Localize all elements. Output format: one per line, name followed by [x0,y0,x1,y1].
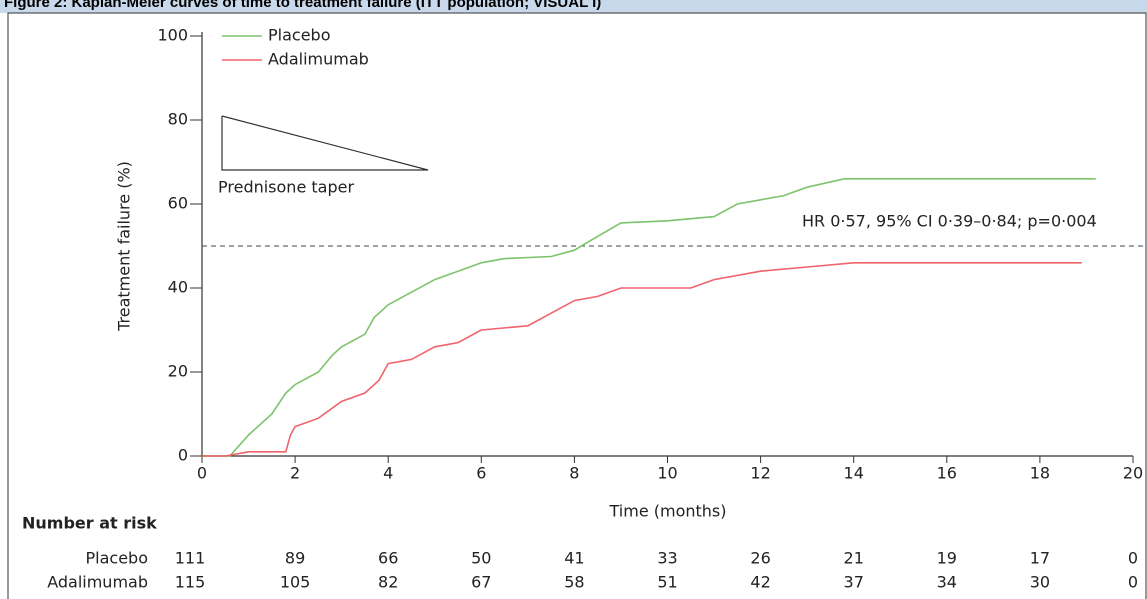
x-tick-label: 0 [197,464,207,483]
risk-value: 50 [471,549,491,568]
legend-label: Adalimumab [268,50,369,69]
x-tick-label: 10 [657,464,677,483]
risk-value: 89 [285,549,305,568]
x-tick-label: 16 [937,464,957,483]
y-axis-label: Treatment failure (%) [115,161,134,332]
risk-value: 19 [937,549,957,568]
x-tick-label: 12 [750,464,770,483]
x-tick-label: 6 [476,464,486,483]
survival-curve [202,178,1096,457]
risk-value: 66 [378,549,398,568]
risk-value: 30 [1030,573,1050,592]
x-tick-label: 8 [569,464,579,483]
y-tick-label: 60 [168,194,188,213]
x-tick-label: 14 [844,464,864,483]
taper-triangle [221,115,429,171]
annotation: HR 0·57, 95% CI 0·39–0·84; p=0·004 [802,212,1097,231]
y-tick-label: 100 [157,26,188,45]
risk-value: 115 [175,573,206,592]
figure-header: Figure 2: Kaplan-Meier curves of time to… [0,0,1147,13]
risk-row-name: Placebo [86,549,148,568]
risk-value: 105 [280,573,311,592]
risk-value: 37 [844,573,864,592]
risk-title: Number at risk [22,514,157,533]
taper-label: Prednisone taper [218,178,354,197]
risk-value: 33 [657,549,677,568]
x-tick-label: 18 [1030,464,1050,483]
risk-value: 111 [175,549,206,568]
risk-value: 21 [844,549,864,568]
frame [7,12,1147,599]
risk-value: 41 [564,549,584,568]
risk-value: 82 [378,573,398,592]
risk-value: 58 [564,573,584,592]
risk-value: 0 [1128,549,1138,568]
y-tick-label: 80 [168,110,188,129]
risk-row-name: Adalimumab [47,573,148,592]
risk-value: 26 [750,549,770,568]
risk-value: 0 [1128,573,1138,592]
risk-value: 67 [471,573,491,592]
risk-value: 42 [750,573,770,592]
risk-value: 34 [937,573,957,592]
risk-value: 17 [1030,549,1050,568]
y-tick-label: 20 [168,362,188,381]
y-tick-label: 40 [168,278,188,297]
figure-title: Figure 2: Kaplan-Meier curves of time to… [4,0,602,11]
y-tick-label: 0 [178,446,188,465]
risk-value: 51 [657,573,677,592]
x-tick-label: 2 [290,464,300,483]
x-tick-label: 4 [383,464,393,483]
x-axis-label: Time (months) [609,502,727,521]
legend-label: Placebo [268,26,330,45]
x-tick-label: 20 [1123,464,1143,483]
survival-curve [202,261,1082,457]
